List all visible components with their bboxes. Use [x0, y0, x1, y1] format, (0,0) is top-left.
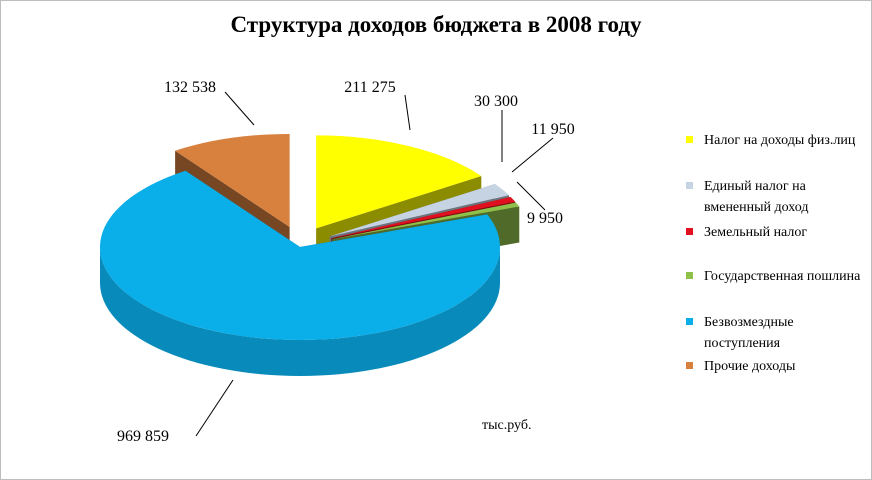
legend-swatch [686, 182, 693, 189]
legend-label: Прочие доходы [704, 359, 796, 374]
legend-label: Налог на доходы физ.лиц [704, 133, 856, 148]
legend-label: Безвозмездные поступления [704, 315, 794, 351]
data-label-1: 211 275 [344, 79, 395, 96]
legend-swatch [686, 136, 693, 143]
pie-slice-5 [99, 170, 501, 376]
leader-line-5 [195, 379, 234, 437]
legend-swatch [686, 362, 693, 369]
data-label-3: 11 950 [531, 121, 574, 138]
data-label-6: 132 538 [164, 79, 216, 96]
legend-label: Единый налог на вмененный доход [704, 179, 809, 215]
chart-title: Структура доходов бюджета в 2008 году [230, 12, 642, 37]
legend-label: Государственная пошлина [704, 269, 861, 284]
leader-line-1 [404, 94, 411, 131]
leader-line-4 [516, 181, 546, 211]
legend-swatch [686, 272, 693, 279]
data-label-4: 9 950 [527, 210, 563, 227]
leader-line-6 [224, 91, 255, 126]
data-label-5: 969 859 [117, 428, 169, 445]
unit-note: тыс.руб. [482, 418, 532, 433]
legend-label: Земельный налог [704, 225, 808, 240]
data-label-2: 30 300 [474, 93, 518, 110]
leader-line-3 [511, 137, 554, 173]
legend-swatch [686, 318, 693, 325]
legend-swatch [686, 228, 693, 235]
